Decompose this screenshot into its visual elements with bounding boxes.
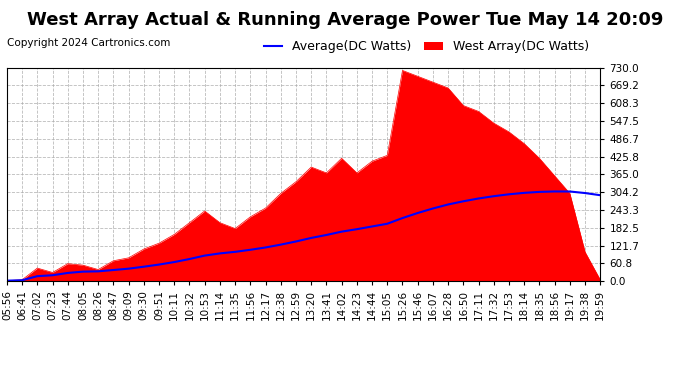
Legend: Average(DC Watts), West Array(DC Watts): Average(DC Watts), West Array(DC Watts) <box>259 35 594 58</box>
Text: Copyright 2024 Cartronics.com: Copyright 2024 Cartronics.com <box>7 38 170 48</box>
Text: West Array Actual & Running Average Power Tue May 14 20:09: West Array Actual & Running Average Powe… <box>27 11 663 29</box>
